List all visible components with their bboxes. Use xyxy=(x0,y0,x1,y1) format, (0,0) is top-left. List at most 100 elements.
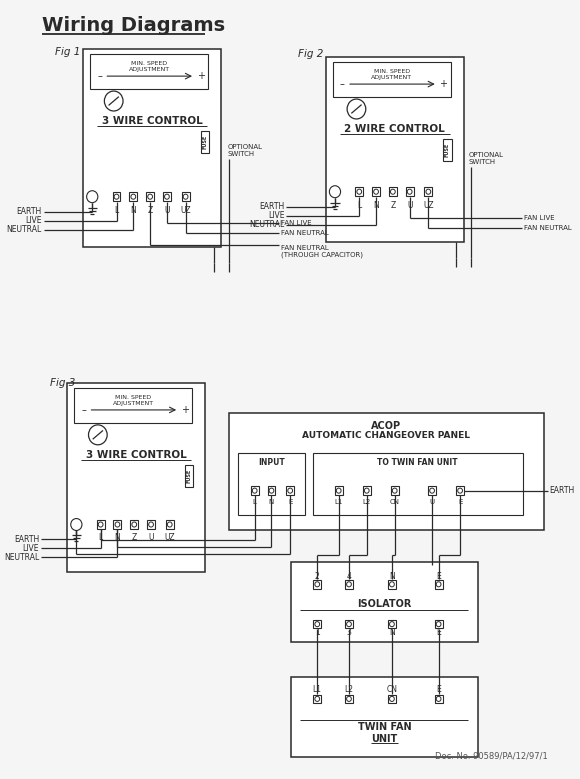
Text: CN: CN xyxy=(386,686,397,694)
Text: OPTIONAL
SWITCH: OPTIONAL SWITCH xyxy=(469,152,503,165)
Text: UNIT: UNIT xyxy=(371,734,397,744)
Circle shape xyxy=(436,696,441,701)
Circle shape xyxy=(347,582,351,587)
Bar xyxy=(184,465,193,487)
Circle shape xyxy=(98,522,103,527)
Text: +: + xyxy=(439,79,447,89)
Circle shape xyxy=(436,582,441,587)
Circle shape xyxy=(407,189,412,194)
Bar xyxy=(391,486,398,495)
Text: E: E xyxy=(436,628,441,636)
Text: AUTOMATIC CHANGEOVER PANEL: AUTOMATIC CHANGEOVER PANEL xyxy=(302,431,470,440)
Text: Z: Z xyxy=(147,206,153,215)
Bar xyxy=(362,486,371,495)
Text: 3 WIRE CONTROL: 3 WIRE CONTROL xyxy=(86,449,187,460)
Circle shape xyxy=(288,488,292,493)
Circle shape xyxy=(364,488,369,493)
Circle shape xyxy=(183,194,188,199)
Bar xyxy=(267,486,275,495)
Bar xyxy=(286,486,294,495)
Bar xyxy=(345,580,353,589)
Circle shape xyxy=(148,194,153,199)
Bar xyxy=(313,453,523,515)
Bar xyxy=(313,695,321,703)
Circle shape xyxy=(115,522,120,527)
Text: U: U xyxy=(407,201,412,210)
Circle shape xyxy=(374,189,378,194)
Circle shape xyxy=(71,519,82,530)
Bar xyxy=(335,486,343,495)
Circle shape xyxy=(347,99,366,119)
Text: 2 WIRE CONTROL: 2 WIRE CONTROL xyxy=(345,124,445,134)
Text: N: N xyxy=(389,628,395,636)
Text: LIVE: LIVE xyxy=(26,216,42,225)
Text: U: U xyxy=(148,534,154,542)
Circle shape xyxy=(131,194,136,199)
Circle shape xyxy=(336,488,341,493)
Text: FUSE: FUSE xyxy=(186,468,191,483)
Bar xyxy=(388,695,396,703)
Text: E: E xyxy=(458,499,462,505)
Circle shape xyxy=(430,488,434,493)
Text: ACOP: ACOP xyxy=(371,421,401,431)
Bar xyxy=(456,486,464,495)
Text: TWIN FAN: TWIN FAN xyxy=(358,722,411,731)
Text: FUSE: FUSE xyxy=(202,135,207,149)
Bar xyxy=(388,580,396,589)
Text: –: – xyxy=(340,79,345,89)
Text: Doc. No. 90589/PA/12/97/1: Doc. No. 90589/PA/12/97/1 xyxy=(435,752,548,760)
Circle shape xyxy=(347,696,351,701)
Bar xyxy=(229,413,544,530)
Bar xyxy=(83,49,221,246)
Bar xyxy=(182,192,190,201)
Circle shape xyxy=(357,189,361,194)
Circle shape xyxy=(148,522,154,527)
Text: LIVE: LIVE xyxy=(23,544,39,553)
Text: FUSE: FUSE xyxy=(445,143,450,157)
Text: –: – xyxy=(81,405,86,415)
Text: L: L xyxy=(357,201,361,210)
Text: L1: L1 xyxy=(335,499,343,505)
Bar xyxy=(389,188,397,196)
Text: 2: 2 xyxy=(315,572,320,581)
Text: ISOLATOR: ISOLATOR xyxy=(357,599,412,609)
Bar xyxy=(113,192,121,201)
Text: NEUTRAL: NEUTRAL xyxy=(6,225,42,234)
Text: UZ: UZ xyxy=(423,201,434,210)
Bar xyxy=(313,620,321,629)
Text: MIN. SPEED
ADJUSTMENT: MIN. SPEED ADJUSTMENT xyxy=(129,62,170,72)
Circle shape xyxy=(390,622,394,626)
Bar xyxy=(238,453,305,515)
Bar xyxy=(333,62,451,97)
Circle shape xyxy=(426,189,431,194)
Bar xyxy=(146,192,154,201)
Text: N: N xyxy=(115,534,120,542)
Bar xyxy=(201,131,209,153)
Text: 3 WIRE CONTROL: 3 WIRE CONTROL xyxy=(102,116,202,126)
Circle shape xyxy=(347,622,351,626)
Bar xyxy=(67,383,205,573)
Text: FAN NEUTRAL
(THROUGH CAPACITOR): FAN NEUTRAL (THROUGH CAPACITOR) xyxy=(281,245,363,258)
Circle shape xyxy=(458,488,462,493)
Text: UZ: UZ xyxy=(164,534,175,542)
Text: E: E xyxy=(436,572,441,581)
Circle shape xyxy=(269,488,274,493)
Bar xyxy=(428,486,436,495)
Bar xyxy=(434,695,443,703)
Bar xyxy=(434,580,443,589)
Text: N: N xyxy=(130,206,136,215)
Circle shape xyxy=(168,522,172,527)
Text: L: L xyxy=(253,499,256,505)
Text: TO TWIN FAN UNIT: TO TWIN FAN UNIT xyxy=(377,458,458,467)
Text: NEUTRAL: NEUTRAL xyxy=(3,553,39,562)
Text: N: N xyxy=(389,572,395,581)
Text: L: L xyxy=(99,534,103,542)
Bar xyxy=(345,695,353,703)
Text: Z: Z xyxy=(132,534,137,542)
Bar xyxy=(434,620,443,629)
Text: OPTIONAL
SWITCH: OPTIONAL SWITCH xyxy=(227,144,263,157)
Circle shape xyxy=(315,582,320,587)
Text: L: L xyxy=(114,206,119,215)
Text: 1: 1 xyxy=(315,628,320,636)
Text: EARTH: EARTH xyxy=(259,203,285,211)
